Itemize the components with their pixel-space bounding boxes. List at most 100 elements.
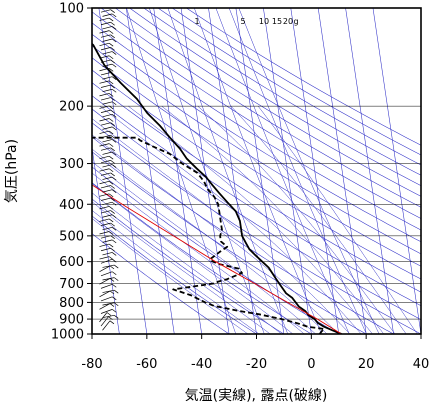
- wind-barb: [100, 309, 113, 314]
- wind-barb: [99, 312, 108, 323]
- wind-barb-flag: [111, 214, 117, 219]
- wind-barb-flag: [111, 13, 117, 18]
- y-tick-label: 900: [59, 313, 84, 328]
- x-axis-title: 気温(実線), 露点(破線): [185, 388, 328, 404]
- wind-barb-flag: [108, 193, 114, 198]
- wind-barb-flag: [112, 296, 117, 301]
- wind-barb: [102, 176, 113, 180]
- wind-barb-flag: [114, 277, 119, 281]
- wind-barb: [100, 316, 109, 327]
- wind-barb-flag: [110, 147, 115, 152]
- background-lines: [16, 1, 421, 341]
- wind-barb-flag: [110, 235, 115, 239]
- wind-barb: [100, 296, 113, 302]
- wind-barb-flag: [110, 109, 115, 114]
- wind-barb-flag: [108, 80, 114, 85]
- wind-barb-flag: [108, 118, 114, 122]
- mixing-ratio-label: 15: [272, 17, 282, 26]
- moist-adiabat-line: [92, 201, 271, 334]
- moist-adiabat-line: [161, 105, 385, 334]
- dry-adiabat-line: [143, 8, 421, 176]
- mixing-ratio-label: 5: [240, 17, 245, 26]
- wind-barb: [102, 289, 115, 293]
- wind-barbs: [99, 8, 119, 331]
- wind-barb-flag: [111, 239, 117, 244]
- temperature-line: [92, 42, 342, 334]
- wind-barb-flag: [110, 21, 115, 26]
- wind-barb: [99, 17, 110, 21]
- dry-adiabat-line: [92, 95, 421, 307]
- wind-barb: [102, 302, 115, 306]
- wind-barb-flag: [109, 320, 115, 325]
- wind-barb: [99, 231, 110, 235]
- wind-barb: [100, 222, 111, 226]
- wind-barb: [99, 155, 110, 159]
- wind-barb-flag: [114, 264, 119, 269]
- wind-barb-flag: [111, 151, 117, 156]
- mixing-ratio-line: [149, 8, 265, 334]
- x-tick-label: -20: [246, 357, 267, 372]
- wind-barb-flag: [108, 218, 114, 223]
- wind-barb-flag: [109, 265, 115, 270]
- moist-adiabat-line: [92, 161, 317, 334]
- moist-adiabat-line: [92, 134, 339, 334]
- isotherm-line: [16, 1, 66, 341]
- wind-barb: [99, 93, 110, 97]
- wind-barb: [102, 113, 113, 118]
- wind-barb-flag: [111, 38, 117, 43]
- dry-adiabat-line: [92, 136, 395, 334]
- wind-barb: [102, 26, 113, 30]
- wind-barb: [102, 88, 113, 93]
- wind-barb: [99, 118, 110, 122]
- wind-barb: [100, 34, 111, 38]
- x-tick-label: 20: [358, 357, 375, 372]
- wind-barb-flag: [110, 34, 115, 39]
- wind-barb-flag: [110, 84, 115, 89]
- wind-barb-flag: [108, 206, 114, 210]
- wind-barb: [100, 47, 111, 51]
- wind-barb-flag: [114, 315, 119, 319]
- wind-barb-flag: [112, 309, 117, 313]
- wind-barb: [99, 143, 110, 147]
- moist-adiabat-line: [92, 209, 260, 334]
- wind-barb-flag: [108, 105, 114, 110]
- wind-barb: [100, 197, 111, 201]
- wind-barb: [100, 134, 111, 139]
- wind-barb-flag: [112, 258, 117, 263]
- wind-barb-flag: [108, 42, 114, 47]
- dry-adiabat-line: [92, 198, 285, 334]
- wind-barb: [100, 109, 111, 113]
- wind-barb: [102, 13, 113, 17]
- mixing-ratio-line: [228, 8, 367, 334]
- wind-barb: [100, 172, 111, 176]
- wind-barb: [100, 97, 111, 101]
- wind-barb: [100, 122, 111, 126]
- wind-barb: [102, 201, 113, 206]
- moist-adiabat-line: [92, 118, 351, 334]
- wind-barb-flag: [108, 155, 114, 160]
- x-tick-label: 0: [307, 357, 315, 372]
- dry-adiabat-line: [92, 215, 258, 334]
- wind-barb: [99, 278, 111, 285]
- wind-barb-flag: [108, 55, 114, 60]
- wind-barb-flag: [110, 222, 115, 227]
- wind-barb: [100, 210, 111, 214]
- wind-barb-flag: [111, 252, 117, 256]
- wind-barb-flag: [109, 303, 115, 307]
- wind-barb-flag: [114, 302, 119, 307]
- wind-barb-flag: [111, 189, 117, 193]
- wind-barb-flag: [111, 26, 117, 30]
- wind-barb: [99, 243, 110, 247]
- wind-barb: [102, 76, 113, 80]
- wind-barb: [102, 63, 113, 67]
- dry-adiabat-line: [115, 8, 421, 197]
- wind-barb-flag: [111, 63, 117, 68]
- dry-adiabat-line: [101, 8, 421, 208]
- moist-adiabat-line: [257, 105, 418, 334]
- mixing-ratio-line: [215, 8, 350, 334]
- wind-barb-flag: [108, 316, 113, 320]
- wind-barb-flag: [110, 97, 115, 101]
- dry-adiabat-line: [92, 57, 421, 267]
- wind-barb-flag: [111, 88, 117, 93]
- wind-barb-flag: [111, 101, 117, 106]
